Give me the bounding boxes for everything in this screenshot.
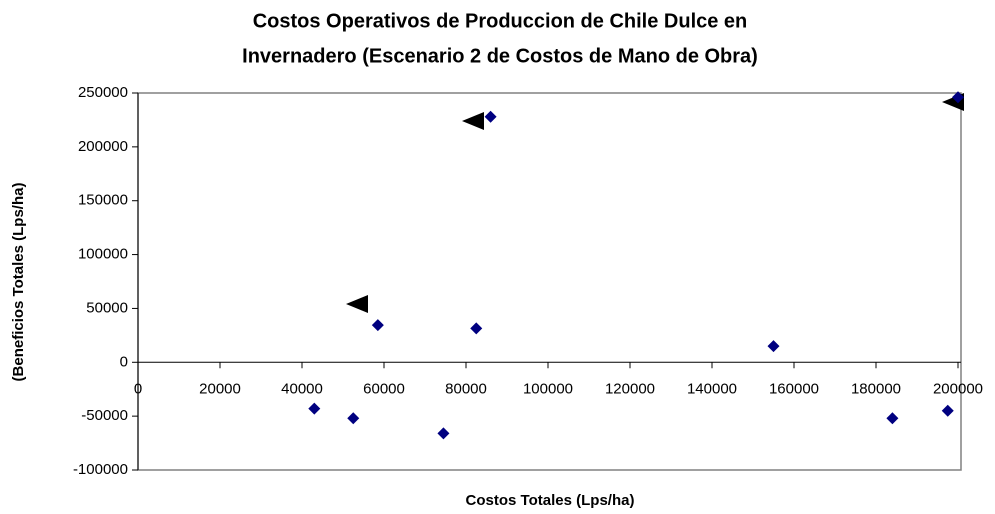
x-tick-label: 80000 — [445, 380, 487, 397]
arrow-marker — [346, 295, 368, 313]
x-tick-label: 0 — [134, 380, 142, 397]
chart-title: Invernadero (Escenario 2 de Costos de Ma… — [242, 45, 758, 67]
point — [886, 412, 899, 425]
x-axis-title: Costos Totales (Lps/ha) — [466, 492, 635, 509]
x-tick-label: 180000 — [851, 380, 901, 397]
plot-area — [137, 92, 962, 471]
y-tick-label: 200000 — [78, 138, 128, 155]
y-tick-label: -50000 — [81, 407, 128, 424]
x-tick-label: 140000 — [687, 380, 737, 397]
chart-title: Costos Operativos de Produccion de Chile… — [253, 10, 748, 32]
point — [484, 110, 497, 123]
x-tick-label: 40000 — [281, 380, 323, 397]
y-tick-label: 100000 — [78, 246, 128, 263]
x-tick-label: 20000 — [199, 380, 241, 397]
y-tick-label: 0 — [120, 353, 128, 370]
y-tick-label: 250000 — [78, 84, 128, 101]
arrow-marker — [462, 112, 484, 130]
point — [437, 427, 450, 440]
point — [308, 402, 321, 415]
y-tick-label: -100000 — [73, 461, 128, 478]
y-tick-label: 150000 — [78, 192, 128, 209]
point — [347, 412, 360, 425]
point — [767, 340, 780, 353]
point — [941, 404, 954, 417]
y-axis-title: (Beneficios Totales (Lps/ha) — [10, 183, 27, 382]
point — [952, 91, 964, 104]
x-tick-label: 100000 — [523, 380, 573, 397]
x-tick-label: 200000 — [933, 380, 983, 397]
point — [371, 319, 384, 332]
x-tick-label: 120000 — [605, 380, 655, 397]
y-tick-label: 50000 — [86, 299, 128, 316]
point — [470, 322, 483, 335]
x-tick-label: 160000 — [769, 380, 819, 397]
x-tick-label: 60000 — [363, 380, 405, 397]
